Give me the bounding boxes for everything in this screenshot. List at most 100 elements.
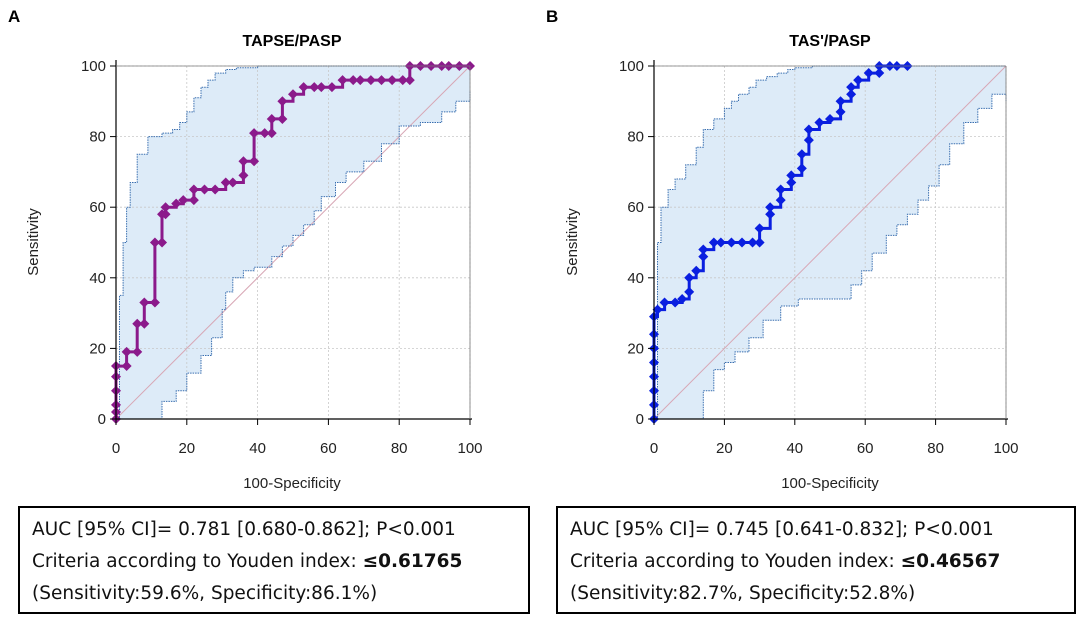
y-tick-label: 20: [627, 340, 644, 357]
y-tick-label: 0: [98, 411, 106, 428]
x-axis-label-b: 100-Specificity: [781, 475, 879, 492]
x-tick-label: 20: [716, 440, 733, 457]
roc-point: [698, 251, 709, 262]
youden-prefix-a: Criteria according to Youden index:: [32, 551, 363, 572]
roc-point: [337, 75, 348, 86]
roc-point: [238, 156, 249, 167]
roc-point: [139, 297, 150, 308]
roc-point: [266, 128, 277, 139]
youden-line-a: Criteria according to Youden index: ≤0.6…: [32, 546, 518, 578]
y-tick-label: 60: [627, 199, 644, 216]
youden-prefix-b: Criteria according to Youden index:: [570, 551, 901, 572]
y-axis-label-b: Sensitivity: [564, 208, 581, 276]
roc-point: [708, 237, 719, 248]
y-tick-label: 80: [627, 129, 644, 146]
y-tick-label: 80: [89, 129, 106, 146]
roc-point: [726, 237, 737, 248]
roc-point: [775, 184, 786, 195]
roc-point: [652, 304, 663, 315]
y-tick-label: 40: [627, 270, 644, 287]
sens-spec-line-a: (Sensitivity:59.6%, Specificity:86.1%): [32, 583, 378, 604]
roc-point: [376, 75, 387, 86]
panel-letter-a: A: [8, 7, 20, 26]
youden-value-a: ≤0.61765: [362, 551, 463, 572]
roc-point: [316, 82, 327, 93]
roc-point: [348, 75, 359, 86]
stats-box-a: AUC [95% CI]= 0.781 [0.680-0.862]; P<0.0…: [18, 506, 530, 614]
roc-point: [775, 195, 786, 206]
roc-point: [160, 202, 171, 213]
roc-point: [355, 75, 366, 86]
stats-box-b: AUC [95% CI]= 0.745 [0.641-0.832]; P<0.0…: [556, 506, 1076, 614]
roc-point: [298, 82, 309, 93]
auc-line-b: AUC [95% CI]= 0.745 [0.641-0.832]; P<0.0…: [570, 519, 994, 540]
x-tick-label: 40: [786, 440, 803, 457]
ci-upper-line-b: [654, 65, 1006, 420]
roc-point: [121, 346, 132, 357]
roc-point: [691, 265, 702, 276]
roc-point: [786, 177, 797, 188]
x-axis-label-a: 100-Specificity: [243, 475, 341, 492]
roc-point: [171, 198, 182, 209]
roc-point: [874, 68, 885, 79]
roc-point: [277, 113, 288, 124]
roc-point: [309, 82, 320, 93]
plot-area-b: 0 20 40 60 80 100 0 20 40 60 80 100: [619, 58, 1019, 457]
chart-title-a: TAPSE/PASP: [243, 33, 342, 50]
roc-point: [754, 237, 765, 248]
roc-point: [814, 117, 825, 128]
roc-point: [238, 170, 249, 181]
roc-point: [132, 346, 143, 357]
roc-point: [786, 170, 797, 181]
x-tick-label: 0: [112, 440, 120, 457]
roc-point: [846, 89, 857, 100]
reference-diagonal: [653, 65, 1007, 420]
roc-point: [846, 82, 857, 93]
roc-point: [684, 286, 695, 297]
roc-point: [139, 318, 150, 329]
roc-point: [365, 75, 376, 86]
roc-point: [853, 75, 864, 86]
roc-point: [288, 89, 298, 100]
roc-point: [188, 184, 199, 195]
x-tick-label: 0: [650, 440, 658, 457]
roc-point: [835, 96, 846, 107]
roc-point: [698, 244, 709, 255]
roc-point: [188, 195, 199, 206]
x-tick-label: 60: [857, 440, 874, 457]
roc-point: [249, 128, 260, 139]
roc-point: [266, 113, 277, 124]
youden-value-b: ≤0.46567: [900, 551, 1001, 572]
y-tick-label: 100: [619, 58, 644, 75]
roc-point: [796, 149, 807, 160]
x-tick-label: 40: [249, 440, 266, 457]
y-tick-label: 60: [89, 199, 106, 216]
panel-b: B TAS'/PASP 0 20 40 60 80 100 0 20 40 60 80 100 100…: [546, 7, 1019, 492]
x-tick-label: 80: [927, 440, 944, 457]
auc-line-a: AUC [95% CI]= 0.781 [0.680-0.862]; P<0.0…: [32, 519, 456, 540]
roc-point: [754, 223, 765, 234]
roc-point: [803, 135, 814, 146]
panel-a: A TAPSE/PASP 0 20 40 60 80 100 0 20 40 60 80 100 10…: [8, 7, 483, 492]
roc-point: [160, 209, 171, 220]
x-tick-label: 100: [993, 440, 1018, 457]
ci-upper-line-a: [116, 65, 470, 420]
roc-point: [199, 184, 210, 195]
roc-point: [796, 163, 807, 174]
x-tick-label: 20: [178, 440, 195, 457]
roc-point: [747, 237, 758, 248]
roc-point: [803, 124, 814, 135]
roc-point: [825, 113, 835, 124]
roc-point: [765, 209, 776, 220]
panel-letter-b: B: [546, 7, 558, 26]
roc-point: [387, 75, 398, 86]
roc-point: [684, 272, 695, 283]
roc-point: [178, 195, 189, 206]
sens-spec-line-b: (Sensitivity:82.7%, Specificity:52.8%): [570, 583, 916, 604]
roc-point: [404, 75, 415, 86]
roc-point: [149, 237, 160, 248]
roc-point: [397, 75, 408, 86]
roc-point: [863, 68, 874, 79]
roc-point: [149, 297, 160, 308]
